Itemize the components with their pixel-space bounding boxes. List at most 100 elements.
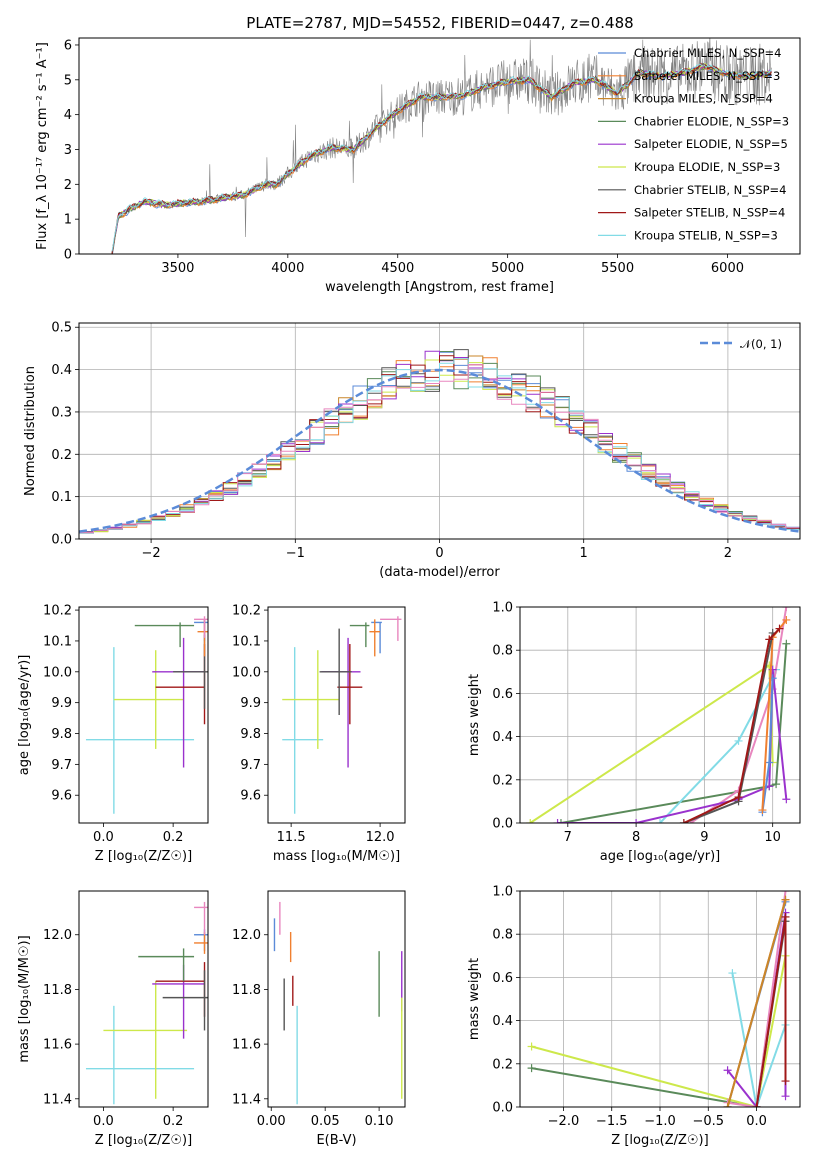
mass-weight-line [731, 972, 787, 1107]
mass-weight-marker [556, 819, 565, 823]
x-tick-label: 0.0 [93, 830, 114, 845]
x-tick-label: 0 [435, 546, 443, 561]
y-tick-label: 9.9 [240, 696, 261, 711]
x-tick-label: 0.2 [163, 830, 184, 845]
x-tick-label: −1.0 [644, 1114, 676, 1129]
x-tick-label: −0.5 [692, 1114, 724, 1129]
y-tick-label: 10.0 [232, 665, 261, 680]
y-axis-label: Flux [f_λ 10⁻¹⁷ erg cm⁻² s⁻¹ A⁻¹] [35, 42, 50, 250]
y-tick-label: 0.6 [492, 687, 513, 702]
mass-weight-marker [527, 1042, 536, 1051]
x-tick-label: 0.2 [163, 1114, 184, 1129]
y-tick-label: 0.4 [51, 363, 72, 378]
x-axis-label: E(B-V) [316, 1133, 356, 1148]
y-tick-label: 12.0 [232, 928, 261, 943]
legend-entry: Salpeter STELIB, N_SSP=4 [634, 206, 785, 220]
y-tick-label: 4 [64, 108, 72, 123]
mass-weight-line [557, 668, 788, 823]
y-tick-label: 0.0 [51, 533, 72, 548]
axes-frame [267, 606, 406, 824]
mass-weight-marker [781, 891, 790, 895]
mass-weight-marker [553, 819, 562, 823]
weight-lines [527, 891, 790, 1107]
x-axis-label: (data-model)/error [379, 565, 500, 580]
y-axis-label: mass [log₁₀(M/M☉)] [17, 935, 32, 1062]
x-tick-label: 11.5 [277, 830, 306, 845]
x-tick-label: −1 [286, 546, 305, 561]
legend-entry: Chabrier ELODIE, N_SSP=3 [634, 114, 789, 128]
y-tick-label: 0.0 [492, 817, 513, 832]
axes-frame [78, 606, 209, 824]
mass-weight-marker [775, 624, 784, 633]
mass-weight-line [690, 607, 788, 823]
y-tick-label: 11.8 [43, 983, 72, 998]
y-tick-label: 9.8 [240, 727, 261, 742]
x-tick-label: 0.0 [93, 1114, 114, 1129]
y-tick-label: 1.0 [492, 885, 513, 900]
x-tick-label: 2 [724, 546, 732, 561]
mass-weight-line [727, 891, 787, 1107]
mass-vs-metallicity-panel: 0.0 0.2 11.4 11.6 11.8 12.0 Z [log₁₀(Z/Z☉)] mas… [17, 890, 209, 1148]
legend-entry: Kroupa MILES, N_SSP=4 [634, 92, 773, 106]
model-spectrum-line [111, 63, 772, 252]
x-tick-label: 8 [632, 830, 640, 845]
histogram-lines [79, 349, 800, 535]
y-tick-label: 0.3 [51, 405, 72, 420]
y-tick-label: 9.6 [240, 789, 261, 804]
x-tick-label: −2 [142, 546, 161, 561]
mass-weight-marker [782, 607, 791, 611]
legend-entry: Kroupa STELIB, N_SSP=3 [634, 228, 778, 242]
model-spectrum-line [111, 62, 772, 254]
mass-weight-line [531, 916, 787, 1107]
mass-weight-marker [782, 615, 791, 624]
y-tick-label: 10.2 [232, 604, 261, 619]
y-tick-label: 0 [64, 248, 72, 263]
y-tick-label: 0.8 [492, 644, 513, 659]
legend-entry: Chabrier MILES, N_SSP=4 [634, 46, 781, 60]
y-tick-label: 9.7 [51, 758, 72, 773]
x-axis-label: age [log₁₀(age/yr)] [600, 849, 721, 864]
x-tick-label: 4500 [381, 261, 414, 276]
x-tick-label: 6000 [711, 261, 744, 276]
y-tick-label: 1.0 [492, 601, 513, 616]
mass-weight-marker [781, 895, 790, 904]
axes-frame [519, 606, 801, 824]
x-tick-label: 5500 [601, 261, 634, 276]
x-tick-label: 1 [580, 546, 588, 561]
y-tick-label: 11.8 [232, 983, 261, 998]
axes-frame [78, 322, 801, 540]
x-tick-label: 12.0 [366, 830, 395, 845]
y-tick-label: 0.6 [492, 971, 513, 986]
y-tick-label: 9.7 [240, 758, 261, 773]
y-tick-label: 11.4 [232, 1092, 261, 1107]
mass-weight-marker [772, 780, 781, 789]
y-axis-label: mass weight [467, 958, 482, 1040]
y-tick-label: 6 [64, 38, 72, 53]
x-axis-label: mass [log₁₀(M/M☉)] [273, 849, 400, 864]
x-tick-label: 0.05 [311, 1114, 340, 1129]
mass-weight-line [531, 955, 787, 1107]
mass-weight-marker [734, 736, 743, 745]
age-vs-mass-panel: 11.5 12.0 9.6 9.7 9.8 9.9 10.0 10.1 10.2 mass [lo… [232, 604, 406, 864]
axes-frame [519, 890, 801, 1108]
legend-entry: Salpeter MILES, N_SSP=3 [634, 69, 780, 83]
mass-weight-marker [679, 819, 688, 823]
y-tick-label: 12.0 [43, 928, 72, 943]
y-tick-label: 0.1 [51, 490, 72, 505]
mass-weight-marker [781, 912, 790, 921]
mass-weight-marker [758, 806, 767, 815]
mass-weight-marker [781, 1092, 790, 1101]
mass-weight-marker [781, 1077, 790, 1086]
y-tick-label: 0.0 [492, 1101, 513, 1116]
spectrum-panel: 3500 4000 4500 5000 5500 6000 0 1 2 3 4 5 6 wavelengt… [35, 37, 801, 295]
mass-weight-marker [765, 635, 774, 644]
x-tick-label: 5000 [491, 261, 524, 276]
observed-spectrum-line [177, 38, 772, 238]
y-tick-label: 2 [64, 178, 72, 193]
x-tick-label: −2.0 [548, 1114, 580, 1129]
x-tick-label: 0.00 [257, 1114, 286, 1129]
chart-title: PLATE=2787, MJD=54552, FIBERID=0447, z=0… [246, 14, 633, 32]
y-tick-label: 10.1 [43, 634, 72, 649]
mass-weight-marker [782, 795, 791, 804]
spectrum-lines [111, 38, 772, 254]
